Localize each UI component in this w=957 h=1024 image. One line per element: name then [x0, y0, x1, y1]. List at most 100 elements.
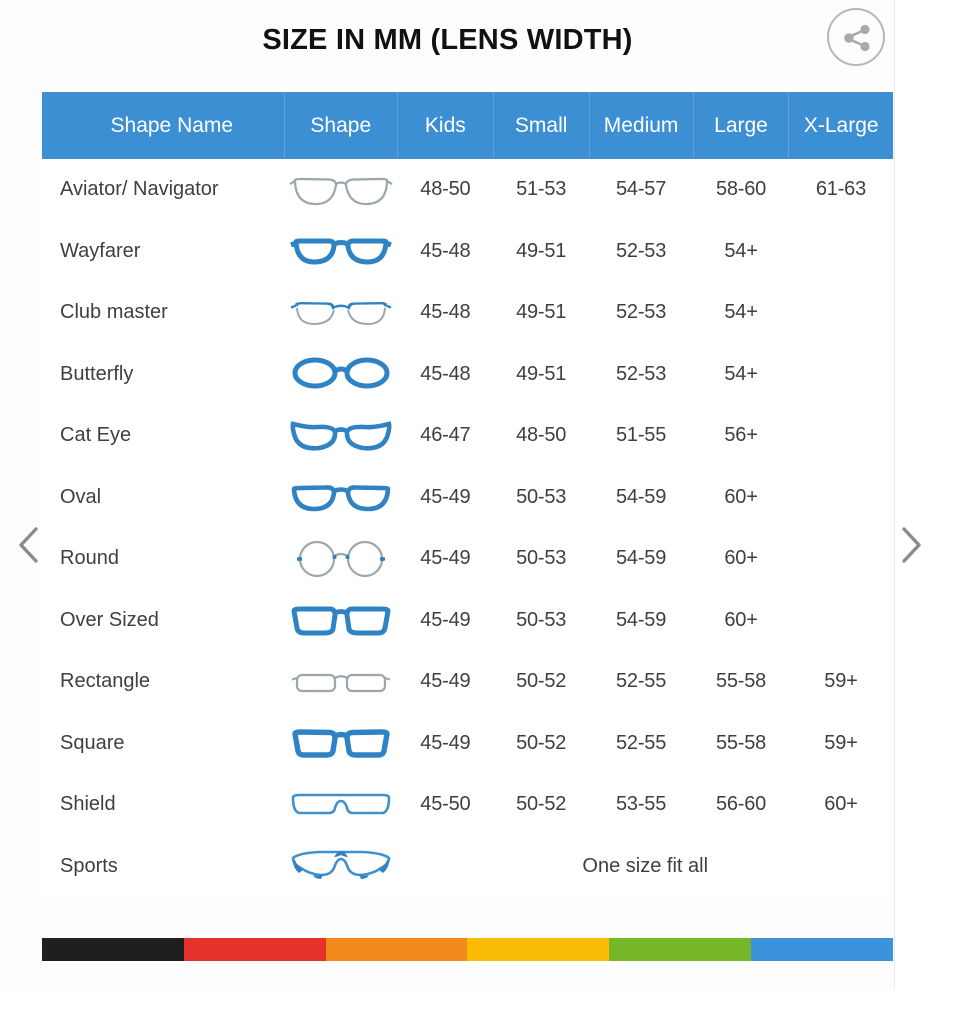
- color-swatch-green: [609, 938, 752, 961]
- cell-small: 48-50: [493, 405, 590, 467]
- cell-medium: 54-59: [589, 528, 694, 590]
- cell-large: 56-60: [693, 774, 789, 836]
- wayfarer-glasses-icon: [289, 238, 392, 265]
- table-row[interactable]: Club master: [42, 282, 893, 344]
- aviator-glasses-icon: [289, 177, 393, 205]
- cell-medium: 54-57: [589, 159, 694, 221]
- cell-kids: 46-47: [397, 405, 494, 467]
- cell-shape: [284, 282, 398, 344]
- column-header-xlarge[interactable]: X-Large: [788, 92, 893, 159]
- cell-xlarge: 59+: [788, 651, 893, 713]
- butterfly-glasses-icon: [292, 357, 390, 389]
- cell-kids: 45-49: [397, 528, 494, 590]
- cell-kids: 45-48: [397, 282, 494, 344]
- cell-shape: [284, 835, 398, 897]
- cell-xlarge: [788, 589, 893, 651]
- table-row[interactable]: Wayfarer: [42, 220, 893, 282]
- cell-small: 50-53: [493, 528, 590, 590]
- cell-medium: 52-53: [589, 343, 694, 405]
- color-swatch-red: [183, 938, 326, 961]
- column-header-kids[interactable]: Kids: [397, 92, 494, 159]
- round-glasses-icon: [296, 540, 385, 577]
- cell-xlarge: [788, 343, 893, 405]
- cell-shape-name: Over Sized: [42, 589, 285, 651]
- color-swatch-blue: [751, 938, 893, 961]
- cell-shape-name: Shield: [42, 774, 285, 836]
- cell-large: 60+: [693, 589, 789, 651]
- table-row[interactable]: Oval 45-49: [42, 466, 893, 528]
- oversized-glasses-icon: [291, 606, 391, 636]
- cell-xlarge: [788, 220, 893, 282]
- cell-shape-name: Aviator/ Navigator: [42, 159, 285, 221]
- cell-large: 60+: [693, 528, 789, 590]
- cell-large: 54+: [693, 220, 789, 282]
- cell-small: 51-53: [493, 159, 590, 221]
- table-row[interactable]: Over Sized 45-49: [42, 589, 893, 651]
- carousel-next-button[interactable]: [890, 515, 934, 575]
- table-row[interactable]: Cat Eye 46-47: [42, 405, 893, 467]
- cell-shape: [284, 159, 398, 221]
- cell-note: One size fit all: [397, 835, 893, 897]
- cell-shape-name: Wayfarer: [42, 220, 285, 282]
- page-title: SIZE IN MM (LENS WIDTH): [262, 24, 633, 56]
- cell-kids: 45-48: [397, 220, 494, 282]
- rectangle-glasses-icon: [291, 673, 391, 692]
- square-glasses-icon: [292, 729, 390, 758]
- cell-xlarge: 61-63: [788, 159, 893, 221]
- table-row[interactable]: Aviator/ Navigator: [42, 159, 893, 221]
- cell-shape: [284, 589, 398, 651]
- cell-small: 50-53: [493, 466, 590, 528]
- cell-xlarge: [788, 528, 893, 590]
- share-button[interactable]: [827, 8, 885, 66]
- cell-shape: [284, 651, 398, 713]
- table-row[interactable]: Rectangle: [42, 651, 893, 713]
- cell-kids: 45-49: [397, 589, 494, 651]
- cell-large: 55-58: [693, 712, 789, 774]
- cell-kids: 48-50: [397, 159, 494, 221]
- cell-shape: [284, 712, 398, 774]
- table-row[interactable]: Round: [42, 528, 893, 590]
- sports-glasses-icon: [291, 850, 391, 880]
- shield-glasses-icon: [291, 793, 391, 815]
- table-row[interactable]: Butterfly 45-48: [42, 343, 893, 405]
- table-body: Aviator/ Navigator: [42, 159, 893, 897]
- table-row[interactable]: Shield 45-50 50-52 53-55 56-6: [42, 774, 893, 836]
- color-swatch-yellow: [467, 938, 610, 961]
- column-header-shape-name[interactable]: Shape Name: [42, 92, 285, 159]
- cell-shape: [284, 774, 398, 836]
- cell-xlarge: 59+: [788, 712, 893, 774]
- cell-shape: [284, 528, 398, 590]
- column-header-large[interactable]: Large: [693, 92, 790, 159]
- column-header-medium[interactable]: Medium: [589, 92, 694, 159]
- cell-medium: 52-55: [589, 651, 694, 713]
- cell-large: 55-58: [693, 651, 789, 713]
- cell-small: 50-52: [493, 712, 590, 774]
- cell-kids: 45-49: [397, 466, 494, 528]
- size-chart-table: Shape Name Shape Kids Small Medium Large…: [42, 92, 893, 897]
- column-header-small[interactable]: Small: [493, 92, 590, 159]
- cell-shape-name: Sports: [42, 835, 285, 897]
- cell-large: 54+: [693, 343, 789, 405]
- cell-small: 49-51: [493, 343, 590, 405]
- chevron-left-icon: [19, 527, 38, 563]
- cell-small: 49-51: [493, 282, 590, 344]
- cell-kids: 45-48: [397, 343, 494, 405]
- cell-xlarge: [788, 282, 893, 344]
- cell-small: 50-52: [493, 774, 590, 836]
- carousel-prev-button[interactable]: [8, 515, 52, 575]
- cell-xlarge: [788, 466, 893, 528]
- column-header-shape[interactable]: Shape: [284, 92, 398, 159]
- size-chart-card: SIZE IN MM (LENS WIDTH) Shape Name Shape…: [42, 0, 895, 990]
- cell-kids: 45-49: [397, 651, 494, 713]
- chevron-right-icon: [902, 527, 921, 563]
- cell-shape-name: Club master: [42, 282, 285, 344]
- cell-kids: 45-50: [397, 774, 494, 836]
- cell-shape: [284, 466, 398, 528]
- table-row[interactable]: Square 45-49: [42, 712, 893, 774]
- cell-medium: 52-53: [589, 282, 694, 344]
- table-header-row: Shape Name Shape Kids Small Medium Large…: [42, 92, 893, 159]
- cell-medium: 54-59: [589, 589, 694, 651]
- cell-medium: 51-55: [589, 405, 694, 467]
- table-row[interactable]: Sports: [42, 835, 893, 897]
